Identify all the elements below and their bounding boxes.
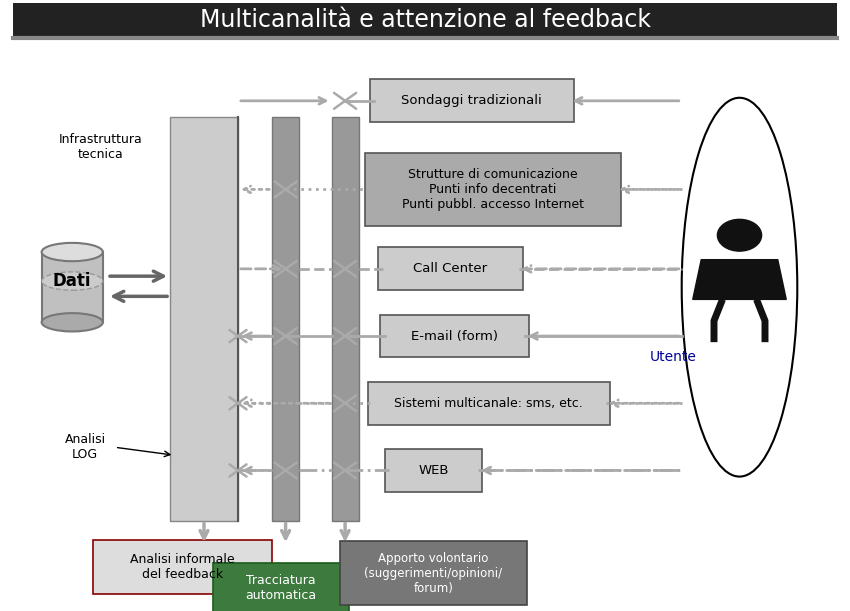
Ellipse shape [42, 272, 103, 290]
FancyBboxPatch shape [367, 382, 609, 425]
Text: Apporto volontario
(suggerimenti/opinioni/
forum): Apporto volontario (suggerimenti/opinion… [365, 552, 502, 595]
Text: Sistemi multicanale: sms, etc.: Sistemi multicanale: sms, etc. [394, 397, 583, 410]
Text: Utente: Utente [650, 351, 697, 364]
FancyBboxPatch shape [170, 117, 238, 521]
FancyBboxPatch shape [272, 117, 299, 521]
Text: Analisi
LOG: Analisi LOG [65, 433, 105, 461]
FancyBboxPatch shape [380, 315, 529, 357]
FancyBboxPatch shape [332, 117, 359, 521]
FancyBboxPatch shape [13, 3, 837, 38]
Ellipse shape [42, 313, 103, 331]
Text: Multicanalità e attenzione al feedback: Multicanalità e attenzione al feedback [200, 8, 650, 32]
Text: Sondaggi tradizionali: Sondaggi tradizionali [401, 94, 542, 108]
Polygon shape [693, 260, 786, 299]
FancyBboxPatch shape [94, 540, 272, 594]
FancyBboxPatch shape [212, 563, 348, 611]
Circle shape [717, 219, 762, 251]
Text: Infrastruttura
tecnica: Infrastruttura tecnica [59, 133, 142, 161]
Text: Tracciatura
automatica: Tracciatura automatica [245, 574, 316, 602]
FancyBboxPatch shape [42, 252, 103, 323]
Ellipse shape [42, 243, 103, 262]
Text: Dati: Dati [53, 272, 92, 290]
FancyBboxPatch shape [384, 449, 483, 492]
Text: WEB: WEB [418, 464, 449, 477]
Text: Call Center: Call Center [413, 262, 488, 276]
FancyBboxPatch shape [370, 79, 574, 122]
FancyBboxPatch shape [366, 153, 620, 226]
Text: E-mail (form): E-mail (form) [411, 329, 498, 343]
Ellipse shape [682, 98, 797, 477]
Text: Strutture di comunicazione
Punti info decentrati
Punti pubbl. accesso Internet: Strutture di comunicazione Punti info de… [402, 168, 584, 211]
FancyBboxPatch shape [378, 247, 523, 290]
FancyBboxPatch shape [340, 541, 527, 605]
Text: Analisi informale
del feedback: Analisi informale del feedback [130, 553, 235, 581]
